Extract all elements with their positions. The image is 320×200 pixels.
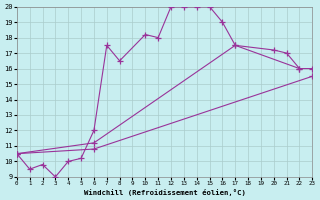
X-axis label: Windchill (Refroidissement éolien,°C): Windchill (Refroidissement éolien,°C) xyxy=(84,189,245,196)
